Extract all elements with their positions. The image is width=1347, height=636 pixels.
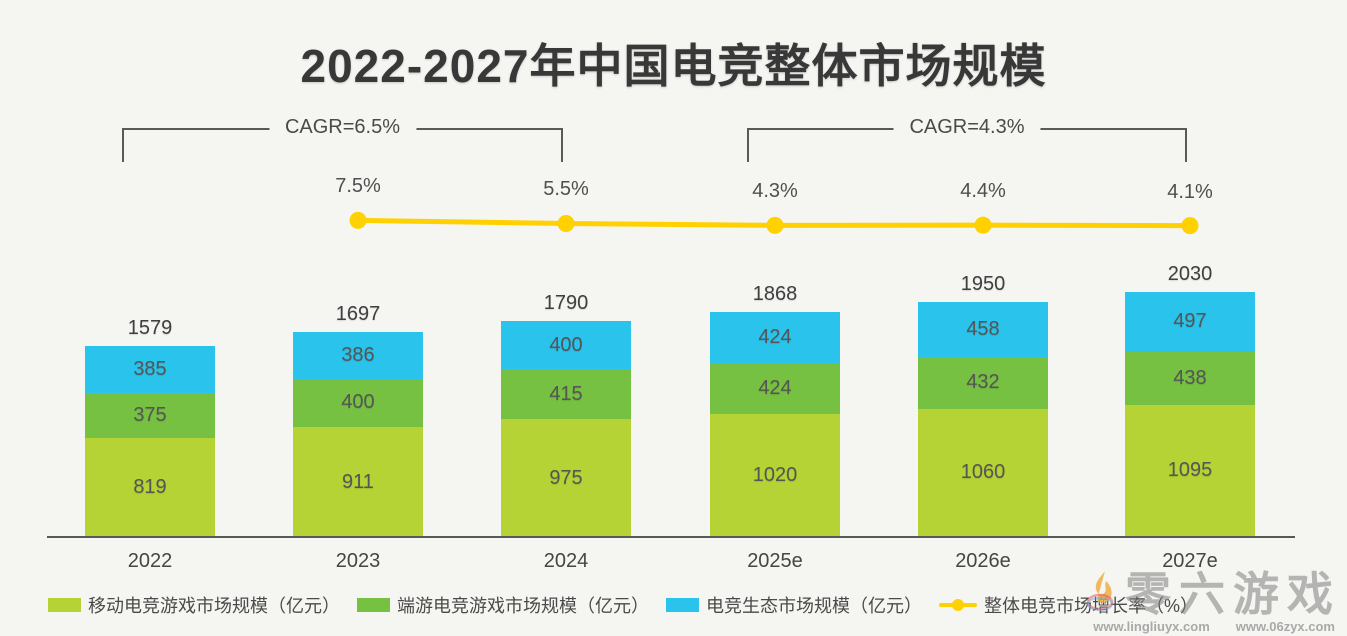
segment-value-label: 1060 bbox=[960, 461, 1006, 484]
cagr-bracket: CAGR=6.5% bbox=[122, 116, 563, 162]
legend-item-3: 整体电竞市场增长率（%） bbox=[939, 592, 1198, 618]
x-axis-label-2023: 2023 bbox=[335, 550, 381, 572]
bar-segment-2024-series2: 400 bbox=[501, 320, 631, 370]
bar-total-label: 1790 bbox=[543, 291, 589, 314]
x-axis-label-2027e: 2027e bbox=[1162, 550, 1218, 572]
segment-value-label: 424 bbox=[758, 325, 792, 348]
bar-segment-2026e-series2: 458 bbox=[918, 301, 1048, 357]
segment-value-label: 1095 bbox=[1167, 459, 1213, 482]
segment-value-label: 375 bbox=[133, 404, 167, 426]
bar-2023: 386 400 911 bbox=[293, 332, 423, 537]
growth-rate-value-label: 7.5% bbox=[335, 175, 381, 198]
bar-segment-2024-series1: 415 bbox=[501, 369, 631, 420]
bar-segment-2023-series0: 911 bbox=[293, 427, 423, 537]
bar-segment-2025e-series0: 1020 bbox=[710, 413, 840, 537]
chart-legend: 移动电竞游戏市场规模（亿元） 端游电竞游戏市场规模（亿元） 电竞生态市场规模（亿元）… bbox=[48, 592, 1198, 618]
bar-segment-2024-series0: 975 bbox=[501, 419, 631, 537]
segment-value-label: 911 bbox=[342, 470, 374, 493]
chart-title: 2022-2027年中国电竞整体市场规模 bbox=[300, 40, 1047, 92]
segment-value-label: 458 bbox=[966, 317, 1000, 340]
bar-segment-2027e-series0: 1095 bbox=[1125, 404, 1255, 537]
cagr-label: CAGR=6.5% bbox=[268, 116, 417, 139]
x-axis-label-2022: 2022 bbox=[127, 550, 173, 572]
legend-label: 整体电竞市场增长率（%） bbox=[984, 596, 1199, 616]
bar-2024: 400 415 975 bbox=[501, 320, 631, 537]
legend-label: 端游电竞游戏市场规模（亿元） bbox=[397, 596, 649, 616]
growth-rate-value-label: 4.1% bbox=[1167, 180, 1213, 203]
bar-2022: 385 375 819 bbox=[85, 346, 215, 537]
bar-segment-2027e-series2: 497 bbox=[1125, 292, 1255, 352]
segment-value-label: 1020 bbox=[752, 463, 798, 486]
bar-total-label: 2030 bbox=[1167, 263, 1213, 285]
bar-segment-2022-series2: 385 bbox=[85, 346, 215, 393]
legend-line-dot-icon bbox=[939, 598, 977, 612]
x-axis-label-2024: 2024 bbox=[543, 550, 589, 572]
bar-total-label: 1579 bbox=[127, 317, 173, 340]
cagr-label: CAGR=4.3% bbox=[893, 116, 1041, 139]
watermark-url: www.lingliuyx.com bbox=[1093, 619, 1210, 634]
segment-value-label: 819 bbox=[133, 476, 167, 499]
legend-label: 移动电竞游戏市场规模（亿元） bbox=[88, 596, 340, 616]
bar-segment-2023-series2: 386 bbox=[293, 332, 423, 379]
legend-swatch-icon bbox=[357, 598, 390, 612]
segment-value-label: 497 bbox=[1173, 310, 1207, 333]
segment-value-label: 400 bbox=[549, 333, 583, 356]
bar-total-label: 1697 bbox=[335, 303, 381, 326]
segment-value-label: 415 bbox=[549, 382, 583, 405]
bar-segment-2025e-series2: 424 bbox=[710, 311, 840, 363]
legend-item-0: 移动电竞游戏市场规模（亿元） bbox=[48, 592, 340, 618]
segment-value-label: 385 bbox=[133, 358, 167, 381]
segment-value-label: 432 bbox=[966, 371, 1000, 394]
bar-2025e: 424 424 1020 bbox=[710, 311, 840, 537]
growth-rate-value-label: 4.4% bbox=[960, 180, 1006, 203]
growth-rate-value-label: 5.5% bbox=[543, 178, 589, 201]
bar-segment-2026e-series1: 432 bbox=[918, 356, 1048, 410]
segment-value-label: 400 bbox=[341, 391, 375, 414]
bar-segment-2022-series0: 819 bbox=[85, 438, 215, 537]
bar-2026e: 458 432 1060 bbox=[918, 301, 1048, 537]
bar-total-label: 1868 bbox=[752, 282, 798, 305]
x-axis-label-2025e: 2025e bbox=[747, 550, 803, 572]
legend-item-1: 端游电竞游戏市场规模（亿元） bbox=[357, 592, 649, 618]
bar-segment-2023-series1: 400 bbox=[293, 378, 423, 428]
bar-segment-2022-series1: 375 bbox=[85, 392, 215, 439]
segment-value-label: 438 bbox=[1173, 366, 1207, 389]
bar-2027e: 497 438 1095 bbox=[1125, 292, 1255, 537]
legend-item-2: 电竞生态市场规模（亿元） bbox=[666, 592, 922, 618]
watermark-url: www.06zyx.com bbox=[1235, 619, 1335, 634]
segment-value-label: 975 bbox=[549, 466, 583, 489]
x-axis-line bbox=[47, 536, 1295, 538]
growth-rate-value-label: 4.3% bbox=[752, 180, 798, 203]
bar-total-label: 1950 bbox=[960, 272, 1006, 295]
watermark-urls: www.lingliuyx.com www.06zyx.com bbox=[1083, 619, 1341, 634]
legend-label: 电竞生态市场规模（亿元） bbox=[706, 596, 922, 616]
cagr-bracket: CAGR=4.3% bbox=[747, 116, 1187, 162]
bar-segment-2025e-series1: 424 bbox=[710, 362, 840, 414]
legend-swatch-icon bbox=[48, 598, 81, 612]
segment-value-label: 424 bbox=[758, 376, 792, 399]
x-axis-label-2026e: 2026e bbox=[955, 550, 1011, 572]
bar-segment-2026e-series0: 1060 bbox=[918, 409, 1048, 537]
bar-segment-2027e-series1: 438 bbox=[1125, 351, 1255, 405]
segment-value-label: 386 bbox=[341, 343, 375, 366]
legend-swatch-icon bbox=[666, 598, 699, 612]
